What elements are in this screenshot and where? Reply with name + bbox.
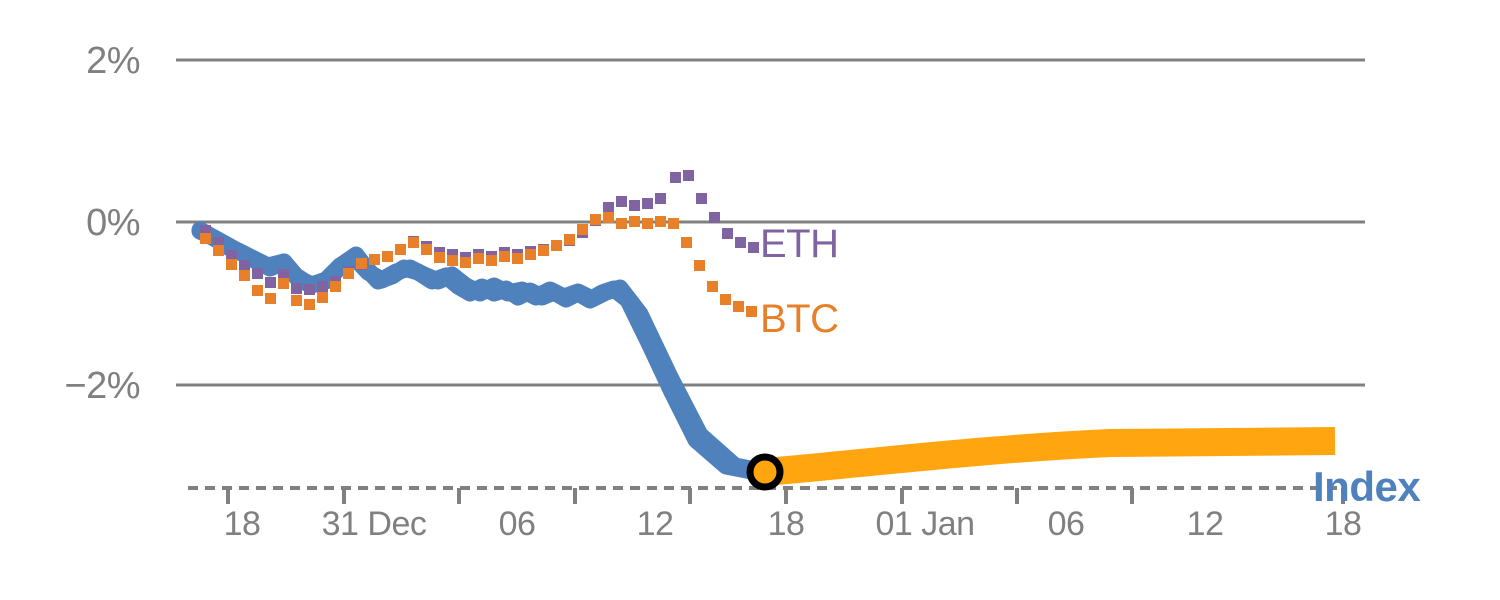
x-tick-label-12: 12	[636, 505, 674, 543]
series-index-line-detail	[191, 222, 771, 482]
x-axis-ticks	[226, 488, 1345, 504]
y-tick-label-neg2pct: −2%	[64, 365, 140, 407]
x-tick-label-18-dec: 18	[223, 505, 261, 543]
series-eth-markers	[200, 170, 759, 295]
series-label-eth: ETH	[760, 222, 839, 266]
x-tick-label-18-jan: 18	[1324, 505, 1362, 543]
x-tick-label-01-jan: 01 Jan	[875, 505, 975, 543]
x-tick-label-06-jan-prev: 06	[498, 505, 536, 543]
x-tick-label-06-jan: 06	[1047, 505, 1085, 543]
y-tick-label-2pct: 2%	[86, 40, 140, 82]
series-index-forecast-band	[763, 427, 1336, 486]
forecast-start-marker[interactable]	[746, 453, 784, 491]
series-btc-markers	[200, 212, 757, 317]
y-tick-label-0pct: 0%	[86, 202, 140, 244]
series-label-index: Index	[1313, 463, 1421, 510]
series-label-btc: BTC	[760, 297, 839, 341]
gridlines	[176, 58, 1365, 387]
x-tick-label-18-mid: 18	[767, 505, 805, 543]
x-tick-label-12-jan: 12	[1186, 505, 1224, 543]
x-tick-label-31-dec: 31 Dec	[321, 505, 427, 543]
